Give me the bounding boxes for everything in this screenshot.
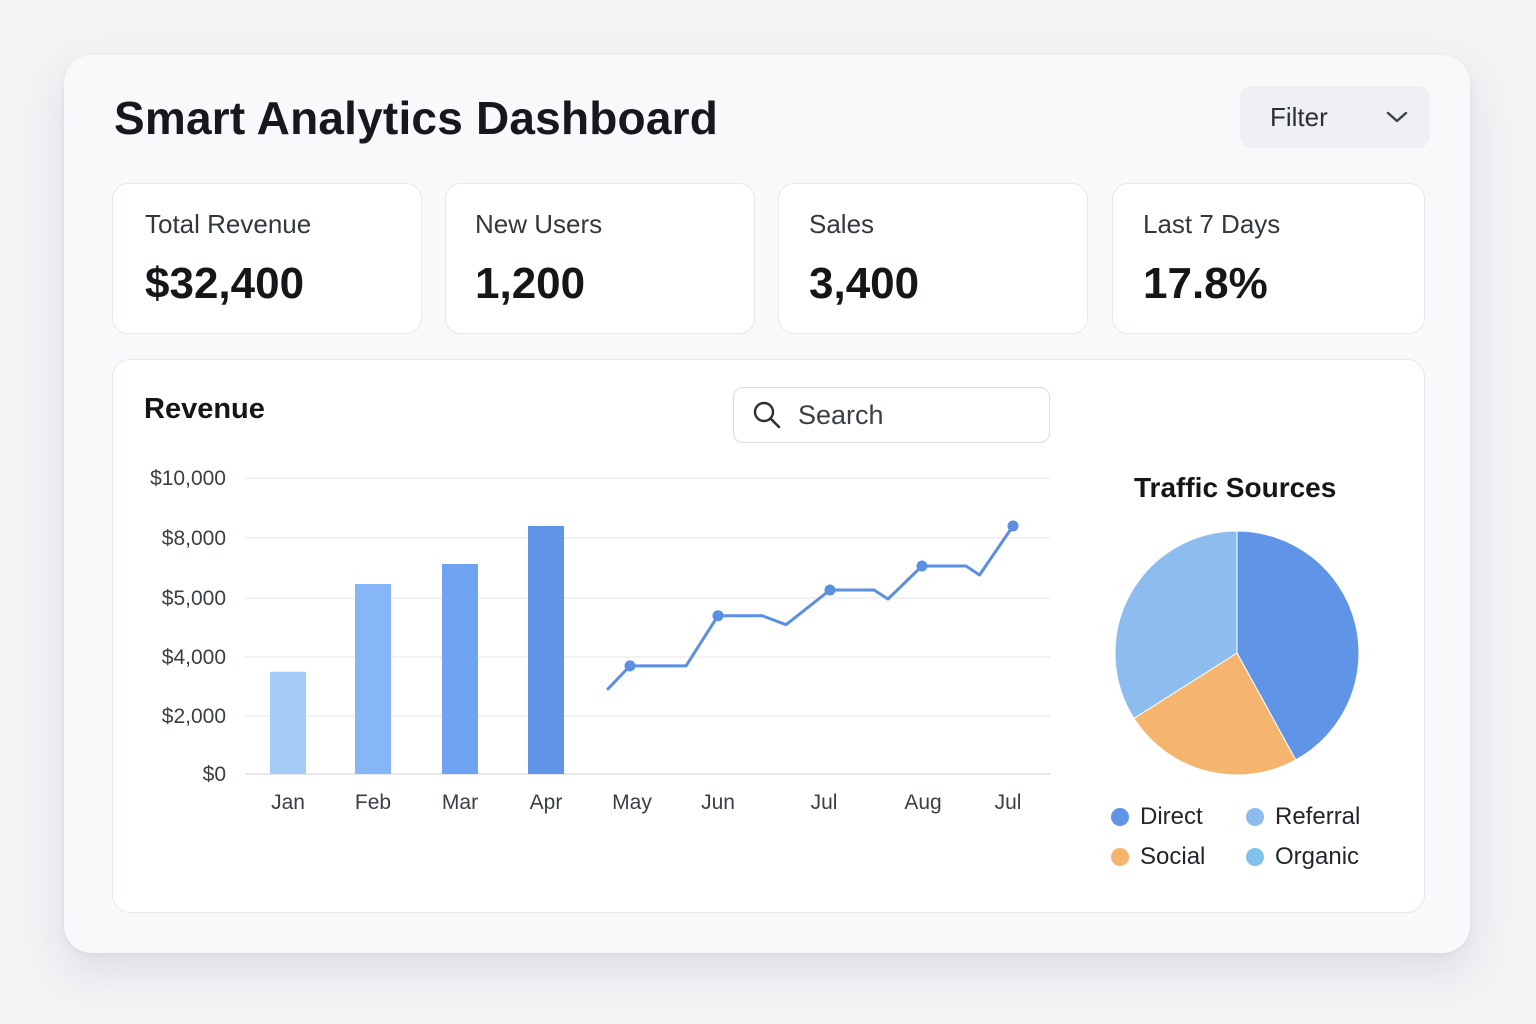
revenue-bars: [270, 526, 564, 774]
legend-label: Organic: [1275, 843, 1360, 870]
line-point-2: [824, 584, 836, 596]
search-icon: [753, 401, 781, 429]
legend-label: Referral: [1275, 803, 1361, 830]
bar-jan: [270, 671, 306, 774]
x-tick-label: Feb: [355, 791, 391, 814]
stat-value: $32,400: [145, 259, 305, 308]
x-tick-label: Jul: [995, 791, 1022, 814]
legend-item-organic: Organic: [1246, 843, 1359, 871]
legend-dot: [1111, 848, 1129, 866]
legend-item-direct: Direct: [1111, 803, 1203, 831]
x-tick-label: Apr: [530, 791, 563, 814]
stat-label: Last 7 Days: [1143, 209, 1281, 239]
x-tick-label: Jul: [811, 791, 838, 814]
y-tick-label: $2,000: [162, 705, 226, 728]
x-axis-ticks: Jan Feb Mar Apr May Jun Jul Aug Jul: [271, 791, 1021, 814]
stat-value: 3,400: [809, 259, 920, 308]
traffic-sources-title: Traffic Sources: [1134, 472, 1337, 503]
legend-dot: [1111, 808, 1129, 826]
search-box[interactable]: [733, 387, 1050, 443]
line-point-4: [1007, 520, 1019, 532]
filter-dropdown[interactable]: Filter: [1240, 86, 1430, 148]
stat-card-last-7-days: Last 7 Days 17.8%: [1112, 183, 1425, 334]
legend-item-social: Social: [1111, 843, 1205, 871]
line-point-3: [916, 560, 928, 572]
x-tick-label: May: [612, 791, 652, 814]
bar-apr: [528, 526, 564, 774]
bar-mar: [442, 564, 478, 774]
y-tick-label: $8,000: [162, 527, 226, 550]
filter-label: Filter: [1270, 101, 1328, 132]
revenue-line-path: [606, 524, 1015, 691]
x-tick-label: Aug: [904, 791, 941, 814]
pie-slice-referral: [1114, 530, 1238, 720]
y-axis-ticks: $0 $2,000 $4,000 $5,000 $8,000 $10,000: [150, 467, 226, 786]
y-tick-label: $4,000: [162, 646, 226, 669]
line-point-1: [712, 610, 724, 622]
bar-feb: [355, 584, 391, 774]
legend-label: Social: [1140, 843, 1206, 870]
pie-slice-direct: [1236, 530, 1360, 761]
traffic-pie: [1114, 530, 1360, 776]
revenue-title: Revenue: [144, 393, 265, 425]
stat-label: New Users: [475, 209, 603, 239]
x-tick-label: Jun: [701, 791, 735, 814]
y-tick-label: $10,000: [150, 467, 226, 490]
chevron-down-icon: [1386, 111, 1408, 123]
y-tick-label: $5,000: [162, 587, 226, 610]
x-tick-label: Mar: [442, 791, 478, 814]
search-input[interactable]: [796, 398, 1040, 432]
stat-value: 1,200: [475, 259, 586, 308]
stat-card-new-users: New Users 1,200: [445, 183, 755, 334]
y-tick-label: $0: [203, 763, 226, 786]
pie-slice-social: [1133, 652, 1297, 776]
legend-dot: [1246, 848, 1264, 866]
stat-card-sales: Sales 3,400: [778, 183, 1088, 334]
stat-card-total-revenue: Total Revenue $32,400: [112, 183, 422, 334]
x-tick-label: Jan: [271, 791, 305, 814]
page-title: Smart Analytics Dashboard: [114, 92, 719, 144]
stat-label: Sales: [809, 209, 875, 239]
legend-label: Direct: [1140, 803, 1203, 830]
revenue-line: [606, 520, 1019, 691]
legend-dot: [1246, 808, 1264, 826]
legend-item-referral: Referral: [1246, 803, 1360, 831]
stat-value: 17.8%: [1143, 259, 1268, 308]
stat-label: Total Revenue: [145, 209, 312, 239]
line-point-0: [624, 660, 636, 672]
